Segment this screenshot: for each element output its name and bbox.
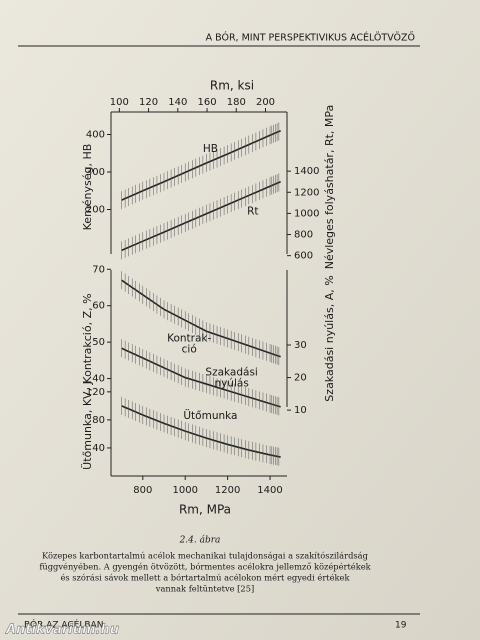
caption-line: Közepes karbontartalmú acélok mechanikai… xyxy=(42,551,369,561)
x-tick-label: 1400 xyxy=(257,485,282,496)
series-label: Ütőmunka xyxy=(183,409,237,422)
y2-tick-label: 600 xyxy=(294,251,313,262)
y-tick-label: 40 xyxy=(92,443,105,454)
y2-axis-label: Névleges folyáshatár, Rt, MPa xyxy=(323,105,336,270)
y-tick-label: 120 xyxy=(86,387,105,398)
y2-tick-label: 10 xyxy=(294,405,307,416)
series-label: HB xyxy=(203,143,218,155)
caption-line: vannak feltüntetve [25] xyxy=(155,584,254,594)
y2-tick-label: 1400 xyxy=(294,166,319,177)
x-tick-label: 1200 xyxy=(215,485,240,496)
y-tick-label: 200 xyxy=(86,205,105,216)
x2-axis-label: Rm, ksi xyxy=(210,79,254,93)
y-tick-label: 300 xyxy=(86,167,105,178)
y2-tick-label: 30 xyxy=(294,340,307,351)
x2-tick-label: 200 xyxy=(256,97,275,108)
y-tick-label: 50 xyxy=(92,337,105,348)
y-tick-label: 70 xyxy=(92,264,105,275)
x2-tick-label: 180 xyxy=(227,97,246,108)
figure-number: 2.4. ábra xyxy=(179,535,221,546)
x-axis-label: Rm, MPa xyxy=(179,503,231,517)
figure: 200 300 400 600 800 1000 1200 1400 100 120 140 160 1… xyxy=(81,79,336,517)
series-label: nyúlás xyxy=(214,378,248,390)
header-title: A BÓR, MINT PERSPEKTIVIKUS ACÉLÖTVÖZŐ xyxy=(206,32,415,44)
y-tick-label: 60 xyxy=(92,301,105,312)
x-tick-label: 1000 xyxy=(172,485,197,496)
y-axis-label: Keménység, HB xyxy=(81,144,94,231)
series-label: Kontrak- xyxy=(167,332,211,344)
series-label: ció xyxy=(182,343,197,355)
series-label: Rt xyxy=(247,205,258,217)
x2-tick-label: 140 xyxy=(168,97,187,108)
y-tick-label: 80 xyxy=(92,415,105,426)
y2-tick-label: 1000 xyxy=(294,208,319,219)
x2-tick-label: 100 xyxy=(110,97,129,108)
y-axis-label: Kontrakció, Z, % xyxy=(81,293,94,383)
x2-tick-label: 160 xyxy=(197,97,216,108)
caption-line: és szórási sávok mellett a bórtartalmú a… xyxy=(60,573,350,583)
y-tick-label: 40 xyxy=(92,374,105,385)
page-number: 19 xyxy=(395,621,407,631)
y-tick-label: 400 xyxy=(86,130,105,141)
y-axis-label: Ütőmunka, KV, J xyxy=(81,381,94,470)
footer-left: BÓR AZ ACÉLBAN xyxy=(24,619,103,631)
watermark: Antikvarium.hu xyxy=(5,623,119,638)
y2-tick-label: 800 xyxy=(294,230,313,241)
caption-line: függvényében. A gyengén ötvözött, bórmen… xyxy=(39,562,371,572)
y2-axis-label: Szakadási nyúlás, A, % xyxy=(323,275,336,401)
y2-tick-label: 1200 xyxy=(294,187,319,198)
y2-tick-label: 20 xyxy=(294,373,307,384)
series-label: Szakadási xyxy=(205,367,257,379)
x2-tick-label: 120 xyxy=(139,97,158,108)
x-tick-label: 800 xyxy=(133,485,152,496)
